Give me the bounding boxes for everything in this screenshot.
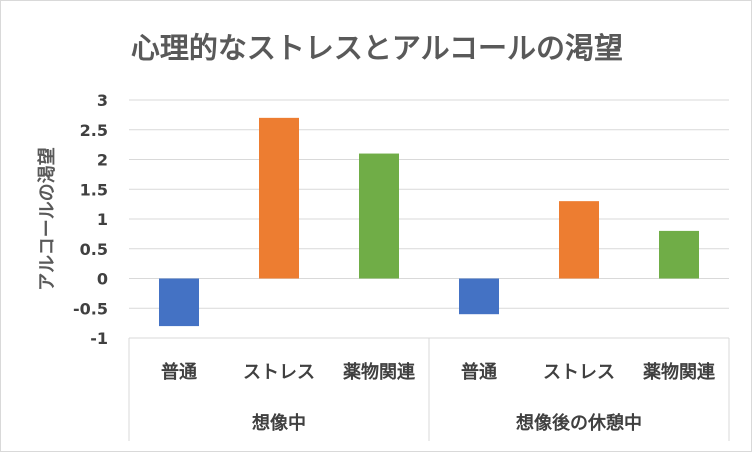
x-category-label: 薬物関連 (643, 361, 716, 383)
bar (659, 230, 699, 279)
y-tick-label: 0.5 (80, 240, 108, 259)
y-tick-label: 1 (97, 210, 108, 229)
x-group-label: 想像中 (252, 412, 306, 434)
y-tick-label: -1 (90, 329, 108, 348)
y-tick-label: 1.5 (80, 180, 108, 199)
y-axis-ticks: 3 2.5 2 1.5 1 0.5 0 -0.5 -1 (73, 91, 108, 348)
x-category-label: 薬物関連 (343, 361, 416, 383)
x-group-label: 想像後の休憩中 (516, 412, 642, 434)
bar (359, 153, 399, 279)
x-category-label: ストレス (543, 362, 615, 383)
bar (159, 278, 199, 327)
chart-title: 心理的なストレスとアルコールの渇望 (131, 31, 623, 65)
bar (259, 117, 299, 279)
x-category-label: ストレス (243, 362, 315, 383)
x-category-label: 普通 (461, 361, 497, 383)
y-axis-label: アルコールの渇望 (36, 147, 58, 290)
y-tick-label: 3 (97, 91, 108, 110)
gridlines (129, 99, 729, 339)
bar (459, 278, 499, 315)
y-tick-label: -0.5 (73, 299, 108, 318)
y-tick-label: 2 (97, 151, 108, 170)
x-category-label: 普通 (161, 361, 197, 383)
bar (559, 201, 599, 279)
y-tick-label: 2.5 (80, 121, 108, 140)
y-tick-label: 0 (97, 270, 108, 289)
bars (159, 117, 699, 327)
